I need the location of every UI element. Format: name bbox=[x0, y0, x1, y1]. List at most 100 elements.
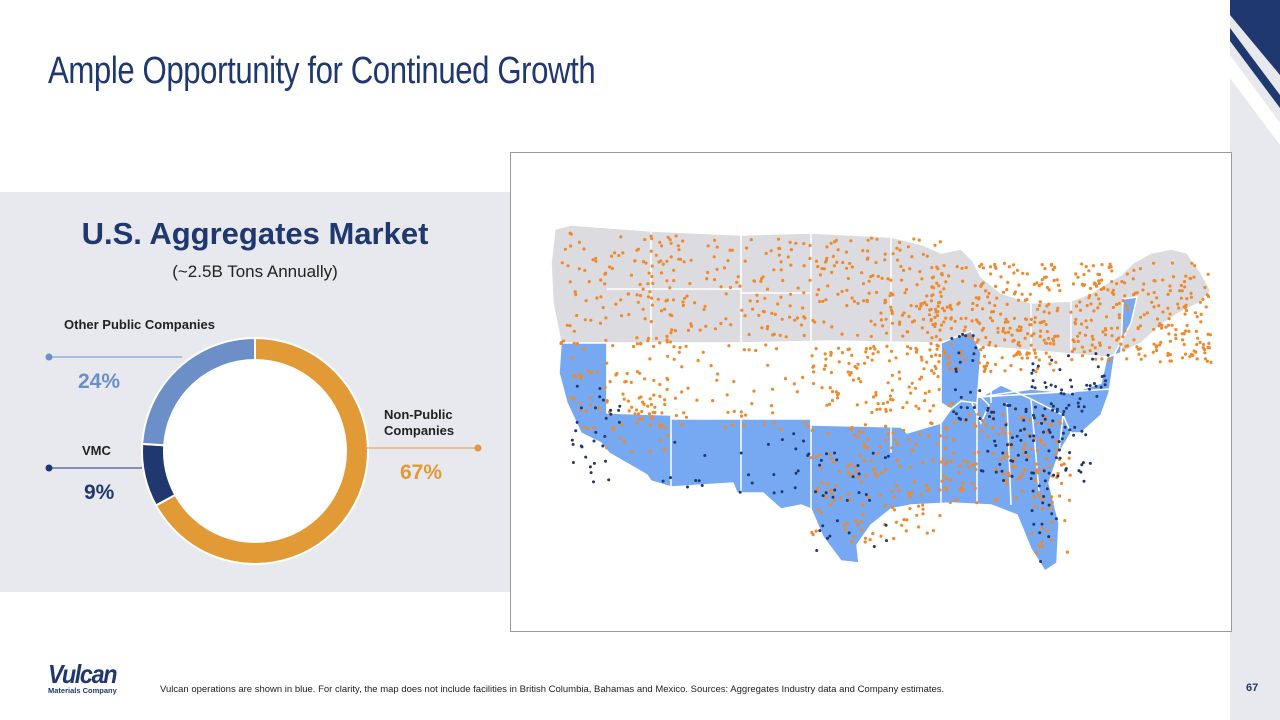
facility-dot bbox=[660, 244, 664, 248]
vulcan-facility-dot bbox=[1068, 451, 1072, 455]
facility-dot bbox=[1083, 333, 1087, 337]
facility-dot bbox=[974, 296, 978, 300]
facility-dot bbox=[1092, 282, 1096, 286]
facility-dot bbox=[769, 249, 773, 253]
vulcan-facility-dot bbox=[1043, 479, 1047, 483]
facility-dot bbox=[1180, 356, 1185, 360]
vulcan-facility-dot bbox=[884, 523, 888, 527]
facility-dot bbox=[855, 470, 859, 474]
facility-dot bbox=[1121, 299, 1125, 303]
facility-dot bbox=[1155, 348, 1159, 353]
facility-dot bbox=[630, 449, 634, 454]
facility-dot bbox=[695, 398, 699, 402]
facility-dot bbox=[665, 340, 669, 344]
facility-dot bbox=[764, 343, 768, 347]
vulcan-facility-dot bbox=[1032, 434, 1036, 438]
facility-dot bbox=[1112, 292, 1116, 296]
vulcan-facility-dot bbox=[819, 458, 823, 462]
facility-dot bbox=[1088, 293, 1092, 298]
facility-dot bbox=[900, 278, 904, 282]
facility-dot bbox=[1164, 325, 1168, 329]
facility-dot bbox=[635, 370, 639, 374]
facility-dot bbox=[748, 299, 752, 303]
vulcan-facility-dot bbox=[1022, 418, 1026, 422]
facility-dot bbox=[757, 313, 761, 317]
facility-dot bbox=[1006, 280, 1010, 285]
facility-dot bbox=[989, 369, 993, 373]
facility-dot bbox=[1195, 342, 1199, 347]
facility-dot bbox=[1033, 478, 1037, 483]
facility-dot bbox=[907, 492, 911, 496]
facility-dot bbox=[650, 264, 654, 268]
facility-dot bbox=[933, 243, 937, 247]
facility-dot bbox=[818, 453, 822, 457]
facility-dot bbox=[1011, 339, 1015, 343]
facility-dot bbox=[665, 279, 669, 283]
facility-dot bbox=[935, 313, 939, 318]
vulcan-facilities-dots bbox=[570, 332, 1110, 563]
facility-dot bbox=[853, 433, 857, 437]
vulcan-facility-dot bbox=[1094, 352, 1098, 356]
facility-dot bbox=[1080, 354, 1085, 358]
vulcan-facility-dot bbox=[703, 454, 707, 457]
facility-dot bbox=[984, 423, 988, 427]
facility-dot bbox=[1193, 311, 1198, 315]
vulcan-facility-dot bbox=[1006, 404, 1010, 407]
vulcan-facility-dot bbox=[1047, 535, 1051, 539]
facility-dot bbox=[824, 258, 829, 262]
facility-dot bbox=[1024, 317, 1029, 321]
facility-dot bbox=[816, 265, 820, 269]
facility-dot bbox=[878, 493, 882, 497]
facility-dot bbox=[921, 301, 925, 305]
vulcan-facility-dot bbox=[958, 360, 962, 364]
facility-dot bbox=[621, 251, 625, 255]
facility-dot bbox=[832, 461, 836, 465]
facility-dot bbox=[639, 341, 643, 345]
facility-dot bbox=[863, 540, 867, 544]
vulcan-facility-dot bbox=[601, 398, 605, 402]
facility-dot bbox=[1036, 492, 1040, 496]
vulcan-facility-dot bbox=[750, 481, 754, 485]
facility-dot bbox=[649, 249, 653, 253]
facility-dot bbox=[626, 292, 630, 296]
facility-dot bbox=[895, 246, 899, 250]
slice-pct-non-public: 67% bbox=[400, 461, 443, 484]
facility-dot bbox=[611, 344, 615, 348]
facility-dot bbox=[990, 319, 995, 323]
facility-dot bbox=[1174, 328, 1178, 332]
facility-dot bbox=[999, 457, 1003, 461]
vulcan-facility-dot bbox=[1032, 439, 1035, 443]
facility-dot bbox=[821, 299, 825, 303]
facility-dot bbox=[1181, 338, 1185, 342]
facility-dot bbox=[873, 347, 877, 351]
facility-dot bbox=[853, 365, 857, 369]
vulcan-facility-dot bbox=[986, 449, 990, 453]
facility-dot bbox=[1179, 296, 1183, 300]
facility-dot bbox=[959, 353, 963, 357]
facility-dot bbox=[604, 316, 608, 320]
facility-dot bbox=[640, 417, 644, 421]
vulcan-facility-dot bbox=[1088, 461, 1092, 465]
facility-dot bbox=[982, 369, 986, 373]
vulcan-facility-dot bbox=[1047, 449, 1051, 453]
facility-dot bbox=[830, 270, 834, 274]
facility-dot bbox=[659, 271, 664, 275]
facility-dot bbox=[1025, 272, 1029, 276]
facility-dot bbox=[937, 284, 941, 288]
facility-dot bbox=[1008, 326, 1012, 330]
facility-dot bbox=[938, 328, 942, 332]
vulcan-facility-dot bbox=[1002, 403, 1006, 406]
facility-dot bbox=[590, 371, 594, 375]
facility-dot bbox=[650, 303, 654, 307]
facility-dot bbox=[929, 421, 933, 425]
facility-dot bbox=[892, 508, 897, 512]
facility-dot bbox=[1203, 351, 1207, 355]
facility-dot bbox=[1142, 282, 1146, 286]
facility-dot bbox=[1110, 280, 1114, 284]
facility-dot bbox=[935, 347, 939, 351]
facility-dot bbox=[1013, 465, 1018, 469]
facility-dot bbox=[826, 431, 830, 435]
facility-dot bbox=[856, 475, 860, 479]
facility-dot bbox=[573, 374, 578, 378]
facility-dot bbox=[956, 366, 961, 370]
